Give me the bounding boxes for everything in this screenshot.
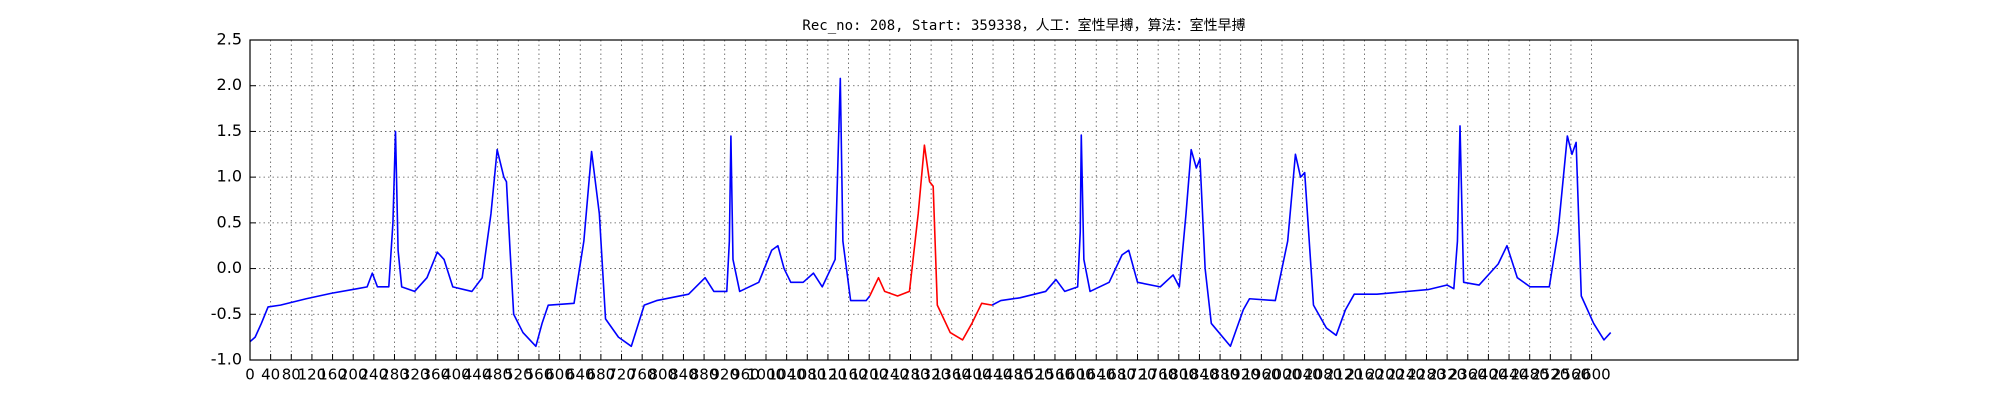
- plot-frame: [249, 39, 1799, 361]
- x-tick-label: 2080: [1304, 366, 1342, 384]
- x-tick-label: 840: [669, 366, 698, 384]
- x-tick-label: 1000: [747, 366, 785, 384]
- x-tick-label: 2200: [1366, 366, 1404, 384]
- x-tick-label: 1720: [1118, 366, 1156, 384]
- x-tick-label: 680: [587, 366, 616, 384]
- x-tick-label: 1840: [1180, 366, 1218, 384]
- x-tick-label: 40: [261, 366, 280, 384]
- x-tick-label: 80: [282, 366, 301, 384]
- x-tick-label: 1640: [1077, 366, 1115, 384]
- x-tick-label: 920: [710, 366, 739, 384]
- x-tick-label: 880: [690, 366, 719, 384]
- y-tick-label: -0.5: [211, 304, 242, 323]
- x-tick-label: 2440: [1490, 366, 1528, 384]
- x-tick-label: 1080: [788, 366, 826, 384]
- x-tick-label: 2040: [1284, 366, 1322, 384]
- x-tick-label: 1480: [995, 366, 1033, 384]
- x-tick-label: 2480: [1511, 366, 1549, 384]
- x-tick-label: 1200: [850, 366, 888, 384]
- y-tick-label: 1.5: [217, 121, 242, 140]
- x-tick-label: 1400: [953, 366, 991, 384]
- x-tick-label: 1960: [1242, 366, 1280, 384]
- x-tick-label: 480: [483, 366, 512, 384]
- y-tick-label: -1.0: [211, 350, 242, 369]
- x-tick-label: 280: [380, 366, 409, 384]
- x-tick-label: 2600: [1573, 366, 1611, 384]
- x-tick-label: 1520: [1015, 366, 1053, 384]
- x-tick-label: 120: [298, 366, 327, 384]
- y-tick-label: 1.0: [217, 167, 242, 186]
- x-tick-label: 1160: [829, 366, 867, 384]
- y-tick-label: 0.0: [217, 258, 242, 277]
- x-tick-label: 2120: [1325, 366, 1363, 384]
- x-tick-label: 2320: [1428, 366, 1466, 384]
- x-tick-label: 1920: [1222, 366, 1260, 384]
- x-tick-label: 2400: [1469, 366, 1507, 384]
- y-tick-label: 2.0: [217, 75, 242, 94]
- x-tick-label: 2520: [1531, 366, 1569, 384]
- x-tick-label: 1760: [1139, 366, 1177, 384]
- x-tick-label: 1800: [1160, 366, 1198, 384]
- x-tick-label: 360: [421, 366, 450, 384]
- x-tick-label: 560: [525, 366, 554, 384]
- series-line: [868, 144, 993, 341]
- x-tick-label: 2360: [1449, 366, 1487, 384]
- x-tick-label: 1240: [871, 366, 909, 384]
- x-tick-label: 1040: [768, 366, 806, 384]
- x-tick-label: 1120: [809, 366, 847, 384]
- x-tick-label: 2280: [1407, 366, 1445, 384]
- chart-title: Rec_no: 208, Start: 359338，人工：室性早搏，算法：室性…: [802, 17, 1245, 34]
- x-tick-label: 200: [339, 366, 368, 384]
- x-tick-label: 800: [648, 366, 677, 384]
- x-tick-label: 440: [463, 366, 492, 384]
- x-tick-label: 1280: [891, 366, 929, 384]
- x-tick-label: 160: [318, 366, 347, 384]
- x-tick-label: 520: [504, 366, 533, 384]
- x-tick-label: 1880: [1201, 366, 1239, 384]
- x-tick-label: 1600: [1057, 366, 1095, 384]
- x-tick-label: 2000: [1263, 366, 1301, 384]
- x-tick-label: 2560: [1552, 366, 1590, 384]
- x-tick-label: 0: [245, 366, 255, 384]
- x-tick-label: 400: [442, 366, 471, 384]
- x-tick-label: 1440: [974, 366, 1012, 384]
- x-tick-label: 2240: [1387, 366, 1425, 384]
- x-tick-label: 1680: [1098, 366, 1136, 384]
- x-tick-label: 960: [731, 366, 760, 384]
- x-tick-label: 1360: [933, 366, 971, 384]
- y-tick-label: 0.5: [217, 212, 242, 231]
- x-tick-label: 640: [566, 366, 595, 384]
- x-tick-label: 1560: [1036, 366, 1074, 384]
- x-tick-label: 240: [360, 366, 389, 384]
- x-tick-label: 320: [401, 366, 430, 384]
- series-line: [249, 77, 1612, 348]
- x-tick-label: 760: [628, 366, 657, 384]
- x-tick-label: 2160: [1345, 366, 1383, 384]
- x-tick-label: 1320: [912, 366, 950, 384]
- x-tick-label: 600: [545, 366, 574, 384]
- y-tick-label: 2.5: [217, 30, 242, 49]
- x-tick-label: 720: [607, 366, 636, 384]
